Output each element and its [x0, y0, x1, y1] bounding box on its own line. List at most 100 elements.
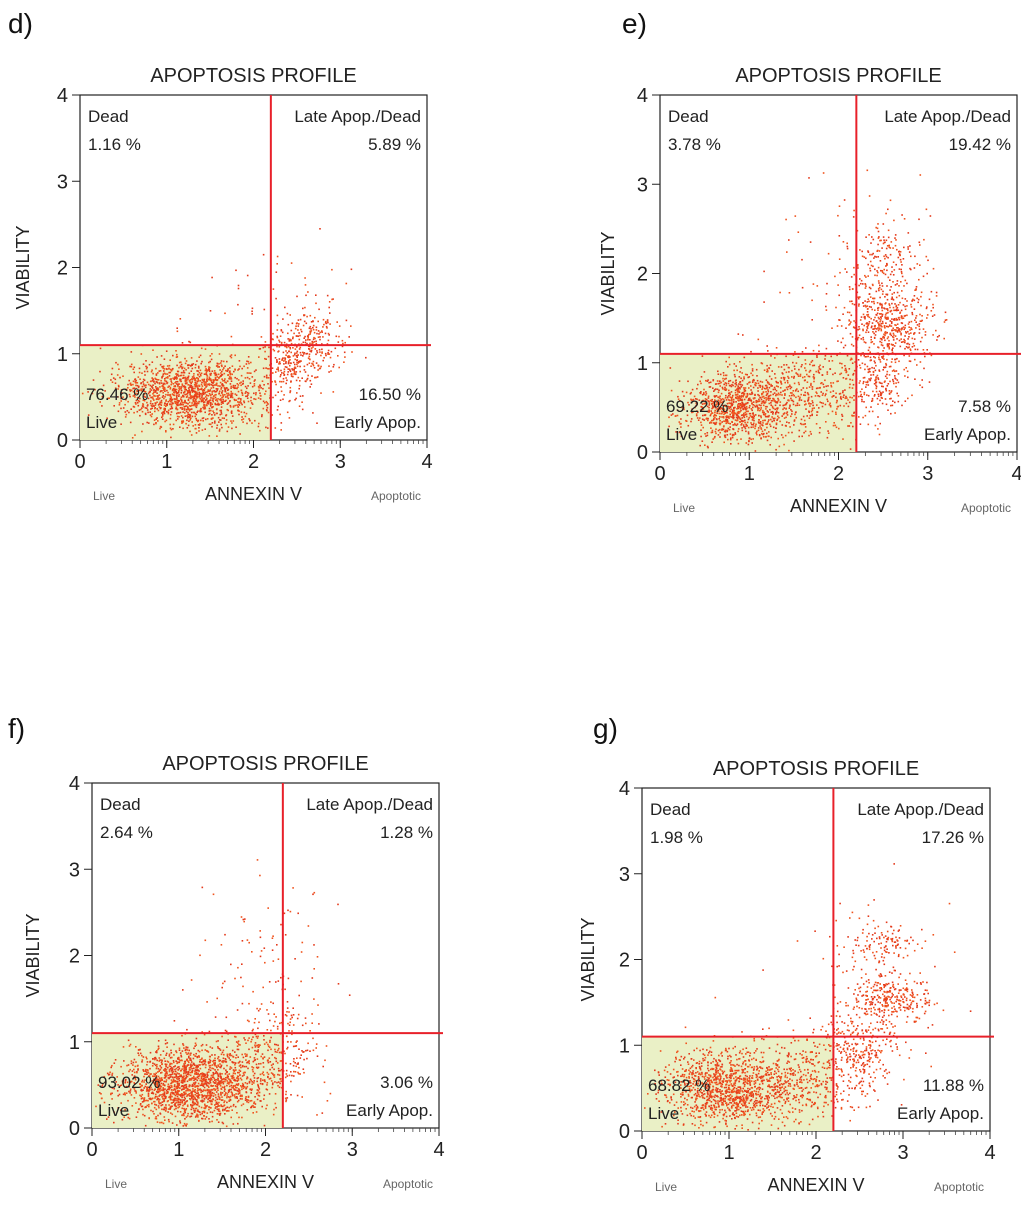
scatter-point — [210, 405, 212, 407]
scatter-point — [911, 306, 913, 308]
scatter-point — [719, 380, 721, 382]
scatter-point — [223, 367, 225, 369]
scatter-point — [758, 415, 760, 417]
scatter-point — [166, 1053, 168, 1055]
x-tick-label: 2 — [833, 463, 844, 485]
scatter-point — [861, 251, 863, 253]
scatter-point — [865, 258, 867, 260]
scatter-point — [842, 392, 844, 394]
scatter-point — [281, 359, 283, 361]
scatter-point — [849, 312, 851, 314]
scatter-point — [876, 388, 878, 390]
scatter-point — [740, 381, 742, 383]
scatter-point — [220, 424, 222, 426]
scatter-point — [861, 401, 863, 403]
scatter-point — [316, 362, 318, 364]
scatter-point — [883, 367, 885, 369]
scatter-point — [930, 215, 932, 217]
scatter-point — [927, 260, 929, 262]
scatter-point — [867, 170, 869, 172]
scatter-point — [177, 402, 179, 404]
scatter-point — [188, 397, 190, 399]
scatter-point — [215, 379, 217, 381]
scatter-point — [887, 346, 889, 348]
scatter-point — [885, 333, 887, 335]
scatter-point — [328, 333, 330, 335]
scatter-point — [169, 1071, 171, 1073]
scatter-point — [884, 340, 886, 342]
scatter-point — [247, 372, 249, 374]
scatter-point — [820, 383, 822, 385]
scatter-point — [198, 392, 200, 394]
scatter-point — [882, 356, 884, 358]
scatter-point — [297, 354, 299, 356]
scatter-point — [793, 440, 795, 442]
scatter-point — [912, 314, 914, 316]
scatter-point — [195, 367, 197, 369]
scatter-point — [945, 312, 947, 314]
scatter-point — [881, 315, 883, 317]
scatter-point — [786, 421, 788, 423]
scatter-point — [892, 281, 894, 283]
scatter-point — [217, 404, 219, 406]
scatter-point — [867, 366, 869, 368]
scatter-point — [873, 367, 875, 369]
scatter-point — [725, 431, 727, 433]
scatter-point — [828, 413, 830, 415]
scatter-point — [231, 411, 233, 413]
x-tick-label: 0 — [74, 451, 85, 473]
scatter-point — [679, 380, 681, 382]
scatter-point — [184, 394, 186, 396]
scatter-point — [843, 347, 845, 349]
scatter-point — [850, 359, 852, 361]
scatter-point — [188, 420, 190, 422]
scatter-point — [317, 352, 319, 354]
scatter-point — [730, 406, 732, 408]
scatter-point — [729, 403, 731, 405]
scatter-point — [903, 317, 905, 319]
scatter-point — [919, 264, 921, 266]
scatter-point — [878, 231, 880, 233]
scatter-point — [878, 323, 880, 325]
scatter-point — [315, 294, 317, 296]
scatter-point — [763, 405, 765, 407]
scatter-point — [900, 261, 902, 263]
scatter-point — [304, 336, 306, 338]
scatter-point — [889, 289, 891, 291]
scatter-point — [743, 387, 745, 389]
scatter-point — [747, 422, 749, 424]
scatter-point — [870, 339, 872, 341]
scatter-point — [194, 402, 196, 404]
scatter-point — [165, 394, 167, 396]
scatter-point — [791, 413, 793, 415]
scatter-point — [209, 408, 211, 410]
scatter-point — [226, 1085, 228, 1087]
scatter-point — [859, 365, 861, 367]
scatter-point — [276, 359, 278, 361]
scatter-point — [883, 307, 885, 309]
scatter-point — [891, 266, 893, 268]
scatter-point — [224, 381, 226, 383]
scatter-point — [336, 336, 338, 338]
scatter-point — [175, 1108, 177, 1110]
scatter-point — [195, 418, 197, 420]
scatter-point — [732, 382, 734, 384]
scatter-point — [262, 380, 264, 382]
scatter-point — [879, 303, 881, 305]
scatter-point — [183, 1108, 185, 1110]
scatter-point — [222, 374, 224, 376]
scatter-point — [926, 273, 928, 275]
scatter-point — [751, 427, 753, 429]
scatter-point — [927, 314, 929, 316]
scatter-point — [710, 427, 712, 429]
scatter-point — [209, 361, 211, 363]
scatter-point — [805, 395, 807, 397]
scatter-point — [174, 390, 176, 392]
scatter-point — [218, 374, 220, 376]
scatter-point — [187, 406, 189, 408]
scatter-point — [241, 368, 243, 370]
scatter-point — [173, 383, 175, 385]
scatter-point — [783, 397, 785, 399]
scatter-point — [142, 405, 144, 407]
scatter-point — [757, 406, 759, 408]
